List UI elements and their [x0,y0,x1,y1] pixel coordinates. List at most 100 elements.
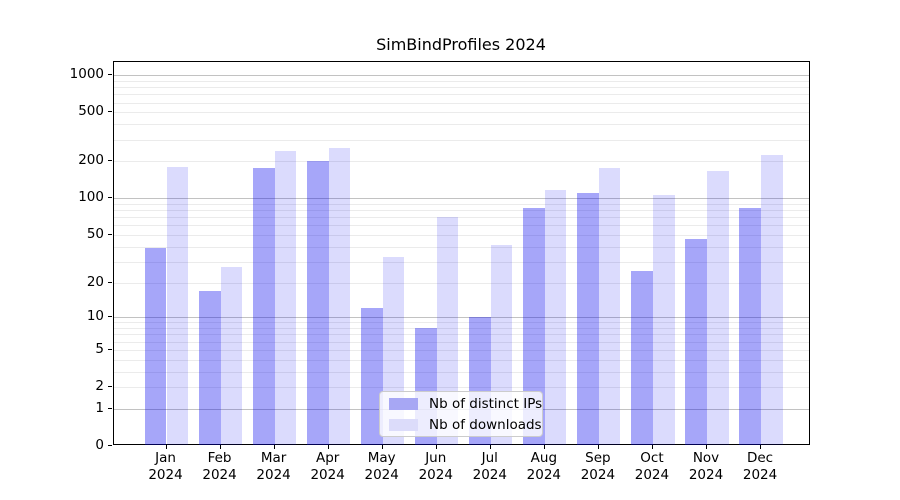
bar-downloads-oct [652,195,675,445]
bar-distinct-ips-jan [144,248,167,445]
y-tick-label: 0 [95,437,104,453]
bar-downloads-apr [328,148,351,445]
x-tick-year: 2024 [688,467,724,483]
minor-gridline [113,322,809,324]
x-tick-label-jun: Jun 2024 [401,450,471,484]
bar-downloads-feb [220,267,243,445]
x-tick-mark [165,445,167,449]
legend-label-downloads: Nb of downloads [429,416,542,433]
minor-gridline [113,261,809,263]
x-tick-month: Oct [640,450,664,466]
y-tick-mark [108,407,112,409]
x-tick-year: 2024 [364,467,399,483]
y-tick-mark [108,160,112,162]
bar-distinct-ips-oct [631,271,653,445]
x-tick-year: 2024 [580,467,616,483]
bar-downloads-dec [761,155,783,445]
bar-downloads-jun [436,217,459,445]
y-tick-label: 500 [78,103,104,120]
plot-area [112,61,810,445]
minor-gridline [113,246,809,248]
minor-gridline [113,225,809,227]
minor-gridline [113,334,809,336]
minor-gridline [113,210,809,212]
major-gridline [113,75,809,77]
bar-downloads-mar [274,151,297,445]
y-tick-mark [108,281,112,283]
x-tick-mark [543,445,545,449]
x-tick-month: Jul [481,450,498,466]
y-tick-mark [108,386,112,388]
x-tick-year: 2024 [202,467,237,483]
minor-gridline [113,87,809,89]
bar-downloads-jan [166,167,189,445]
minor-gridline [113,102,809,104]
x-tick-mark [219,445,221,449]
bar-downloads-sep [598,167,621,445]
y-tick-mark [108,74,112,76]
minor-gridline [113,341,809,343]
x-tick-month: Dec [746,450,774,466]
x-tick-year: 2024 [742,467,778,483]
x-tick-month: Apr [315,450,340,466]
minor-gridline [113,112,809,114]
major-gridline [113,198,809,200]
minor-gridline [113,124,809,126]
bar-distinct-ips-nov [685,239,707,445]
bar-downloads-nov [707,171,729,445]
minor-gridline [113,94,809,96]
bar-distinct-ips-aug [523,207,545,445]
x-tick-mark [327,445,329,449]
y-tick-mark [108,348,112,350]
x-tick-month: Feb [207,450,232,466]
y-tick-label: 100 [78,189,104,206]
minor-gridline [113,80,809,82]
minor-gridline [113,349,809,351]
y-tick-label: 50 [86,226,104,243]
x-tick-mark [760,445,762,449]
x-tick-month: Aug [530,450,558,466]
x-tick-month: Mar [260,450,287,466]
y-tick-mark [108,316,112,318]
minor-gridline [113,203,809,205]
y-tick-label: 1 [95,399,104,416]
x-tick-mark [489,445,491,449]
x-tick-month: Jun [425,450,447,466]
bar-distinct-ips-mar [253,168,275,445]
bar-distinct-ips-feb [198,290,221,445]
minor-gridline [113,139,809,141]
bar-downloads-aug [544,189,567,445]
legend-swatch-downloads [389,418,418,431]
x-tick-year: 2024 [418,467,453,483]
x-tick-year: 2024 [526,467,562,483]
x-tick-year: 2024 [634,467,670,483]
x-tick-mark [381,445,383,449]
x-tick-mark [651,445,653,449]
y-tick-label: 1000 [69,66,104,83]
minor-gridline [113,359,809,361]
x-tick-mark [706,445,707,449]
chart-title: SimBindProfiles 2024 [376,35,546,54]
minor-gridline [113,371,809,373]
x-tick-year: 2024 [148,467,183,483]
bar-distinct-ips-apr [307,160,329,445]
major-gridline [113,317,809,319]
x-tick-month: Jan [155,450,176,466]
minor-gridline [113,328,809,330]
x-tick-month: Sep [585,450,611,466]
legend-swatch-distinct-ips [389,397,418,410]
y-tick-label: 5 [95,340,104,357]
minor-gridline [113,161,809,163]
minor-gridline [113,282,809,284]
y-tick-label: 2 [95,378,104,395]
y-tick-mark [108,234,112,236]
bar-distinct-ips-sep [577,193,599,445]
bar-distinct-ips-dec [739,207,762,445]
x-tick-label-jul: Jul 2024 [455,450,525,484]
y-tick-mark [108,445,112,446]
legend: Nb of distinct IPs Nb of downloads [379,391,543,437]
x-tick-label-oct: Oct 2024 [617,450,687,484]
x-tick-label-jan: Jan 2024 [131,450,201,484]
y-tick-label: 10 [86,308,104,325]
